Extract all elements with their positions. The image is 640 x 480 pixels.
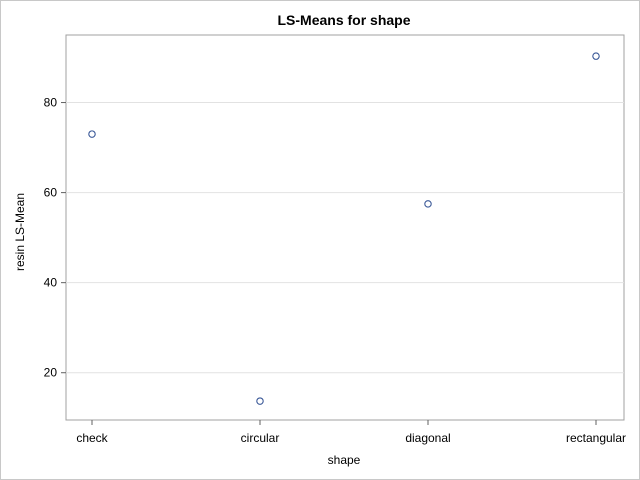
chart-title: LS-Means for shape <box>277 12 410 28</box>
data-point <box>592 52 600 60</box>
x-tick-label: rectangular <box>566 431 626 445</box>
data-points <box>88 52 600 405</box>
y-axis: 20 40 60 80 <box>44 96 66 380</box>
grid-lines <box>66 102 624 374</box>
x-tick-label: check <box>76 431 108 445</box>
y-tick-label: 80 <box>44 96 58 110</box>
y-tick-label: 40 <box>44 276 58 290</box>
y-tick-label: 60 <box>44 186 58 200</box>
data-point <box>88 130 96 138</box>
y-axis-label: resin LS-Mean <box>13 193 27 271</box>
data-point <box>256 397 264 405</box>
x-axis: check circular diagonal rectangular <box>76 420 626 445</box>
x-axis-label: shape <box>328 453 361 467</box>
data-point <box>424 200 432 208</box>
x-tick-label: diagonal <box>405 431 450 445</box>
plot-area <box>65 34 625 421</box>
y-tick-label: 20 <box>44 366 58 380</box>
x-tick-label: circular <box>241 431 280 445</box>
